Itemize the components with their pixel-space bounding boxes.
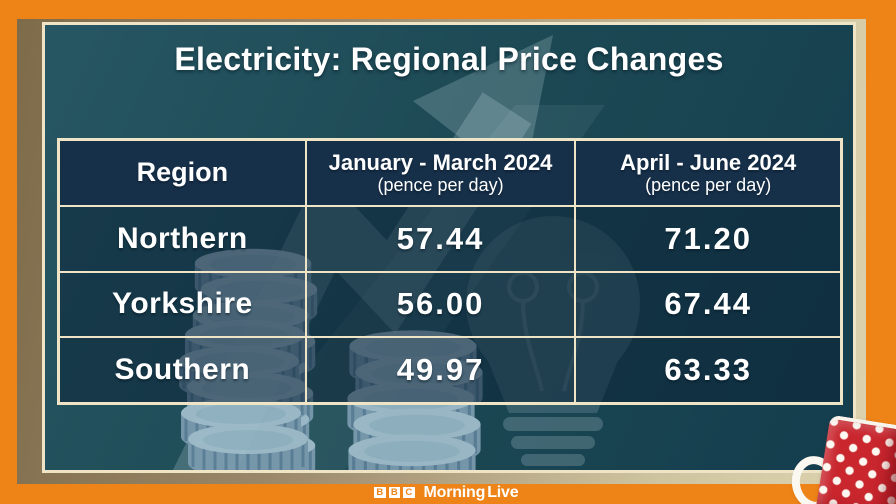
bbc-logo-block: C (403, 486, 415, 499)
mug-cup (814, 414, 896, 504)
column-header-jan-mar: January - March 2024 (pence per day) (305, 140, 576, 206)
morning-live-wordmark: Morning Live (424, 484, 519, 502)
board-frame: Electricity: Regional Price Changes Regi… (17, 19, 866, 484)
content-panel: Electricity: Regional Price Changes Regi… (45, 25, 853, 470)
price-cell-q1: 57.44 (305, 205, 576, 272)
bbc-logo-block: B (388, 486, 400, 499)
column-header-unit: (pence per day) (377, 174, 504, 195)
column-header-period: April - June 2024 (620, 150, 797, 176)
price-cell-q2: 71.20 (575, 205, 841, 272)
bbc-morning-live-logo: B B C Morning Live (374, 484, 519, 502)
price-cell-q2: 67.44 (575, 271, 841, 338)
page-title: Electricity: Regional Price Changes (174, 41, 724, 77)
column-header-apr-jun: April - June 2024 (pence per day) (575, 140, 841, 206)
wordmark-live: Live (487, 483, 519, 501)
wordmark-morning: Morning (423, 483, 486, 501)
region-cell: Southern (59, 337, 306, 403)
price-table: Region January - March 2024 (pence per d… (57, 138, 843, 405)
price-cell-q1: 49.97 (305, 337, 576, 403)
polka-dot-mug-icon (786, 414, 896, 504)
column-header-region: Region (59, 140, 306, 206)
bbc-logo-block: B (374, 486, 386, 499)
column-header-period: January - March 2024 (328, 150, 553, 176)
price-cell-q2: 63.33 (575, 337, 841, 403)
region-cell: Northern (59, 205, 306, 272)
region-cell: Yorkshire (59, 271, 306, 338)
column-header-unit: (pence per day) (645, 174, 772, 195)
panel-border: Electricity: Regional Price Changes Regi… (42, 22, 856, 473)
price-cell-q1: 56.00 (305, 271, 576, 338)
